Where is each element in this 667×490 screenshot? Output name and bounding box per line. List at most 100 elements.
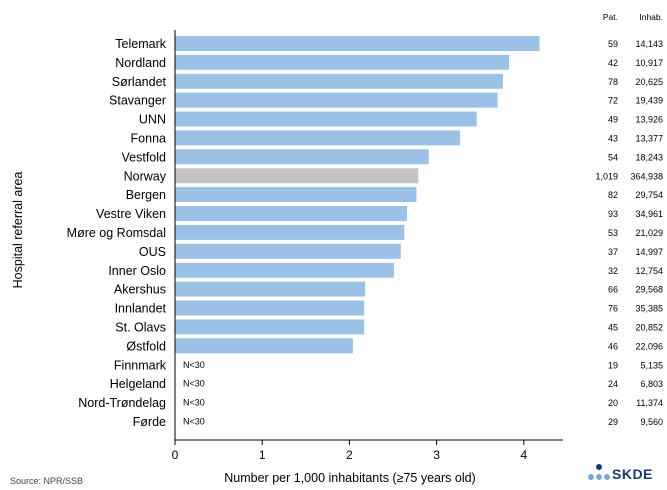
bar-nordland — [175, 54, 509, 70]
bar-bergen — [175, 187, 417, 203]
category-label: UNN — [139, 113, 166, 127]
bar-value-label: N<30 — [183, 360, 205, 370]
x-tick-label: 0 — [172, 448, 179, 462]
dots-icon — [588, 464, 610, 480]
category-label: Norway — [124, 169, 167, 183]
table-cell-inhabitants: 14,997 — [635, 247, 663, 257]
category-label: Akershus — [114, 283, 166, 297]
table-cell-patients: 29 — [608, 417, 618, 427]
table-cell-patients: 72 — [608, 96, 618, 106]
table-cell-patients: 76 — [608, 304, 618, 314]
table-cell-inhabitants: 6,803 — [640, 379, 663, 389]
y-axis-label: Hospital referral area — [11, 172, 25, 289]
source-note: Source: NPR/SSB — [10, 476, 84, 486]
table-cell-patients: 43 — [608, 133, 618, 143]
table-cell-inhabitants: 9,560 — [640, 417, 663, 427]
bar-stavanger — [175, 92, 498, 108]
table-cell-inhabitants: 14,143 — [635, 39, 663, 49]
table-cell-inhabitants: 29,754 — [635, 190, 663, 200]
table-cell-patients: 53 — [608, 228, 618, 238]
table-cell-inhabitants: 20,852 — [635, 322, 663, 332]
category-labels: Telemark Nordland Sørlandet Stavanger UNN Fon… — [67, 37, 167, 429]
bar-inner-oslo — [175, 262, 394, 278]
category-label: Telemark — [115, 37, 166, 51]
category-label: Vestfold — [122, 150, 167, 164]
bar-akershus — [175, 281, 366, 297]
table-cell-inhabitants: 10,917 — [635, 58, 663, 68]
table-cell-patients: 20 — [608, 398, 618, 408]
bar-s-rlandet — [175, 73, 503, 89]
table-cell-inhabitants: 18,243 — [635, 152, 663, 162]
category-label: Inner Oslo — [108, 264, 166, 278]
category-label: Østfold — [126, 339, 166, 353]
bar-value-label: N<30 — [183, 379, 205, 389]
table-cell-inhabitants: 21,029 — [635, 228, 663, 238]
table-cell-patients: 49 — [608, 115, 618, 125]
category-label: Møre og Romsdal — [67, 226, 166, 240]
table-header-inhabitants: Inhab. — [639, 12, 663, 22]
table-cell-inhabitants: 12,754 — [635, 266, 663, 276]
table-cell-patients: 42 — [608, 58, 618, 68]
category-label: Stavanger — [109, 94, 166, 108]
bar-unn — [175, 111, 477, 127]
category-label: Helgeland — [110, 377, 166, 391]
category-label: Vestre Viken — [96, 207, 166, 221]
category-label: Innlandet — [115, 302, 167, 316]
bar-st-olavs — [175, 319, 365, 335]
table-cell-inhabitants: 11,374 — [636, 398, 663, 408]
bar-m-re-og-romsdal — [175, 224, 405, 240]
x-tick-label: 4 — [520, 448, 527, 462]
bar-fonna — [175, 130, 461, 146]
table-cell-patients: 78 — [608, 77, 618, 87]
category-label: Sørlandet — [112, 75, 167, 89]
table-cell-patients: 59 — [608, 39, 618, 49]
table-cell-patients: 32 — [608, 266, 618, 276]
x-tick-label: 2 — [346, 448, 353, 462]
category-label: Fonna — [131, 131, 166, 145]
table-cell-inhabitants: 5,135 — [640, 360, 663, 370]
bar-value-label: N<30 — [183, 416, 205, 426]
x-tick-label: 3 — [433, 448, 440, 462]
table-cell-patients: 93 — [608, 209, 618, 219]
table-cell-patients: 37 — [608, 247, 618, 257]
table-cell-inhabitants: 19,439 — [635, 96, 663, 106]
table-cell-inhabitants: 34,961 — [635, 209, 663, 219]
table-header-patients: Pat. — [603, 12, 618, 22]
table-cell-patients: 54 — [608, 152, 618, 162]
table-cell-patients: 82 — [608, 190, 618, 200]
table-cell-patients: 45 — [608, 322, 618, 332]
category-label: Nordland — [115, 56, 166, 70]
x-tick-label: 1 — [259, 448, 266, 462]
bar-norway — [175, 168, 419, 184]
x-axis-label: Number per 1,000 inhabitants (≥75 years … — [224, 471, 475, 485]
category-label: Nord-Trøndelag — [78, 396, 166, 410]
category-label: Bergen — [126, 188, 166, 202]
bar-vestre-viken — [175, 206, 407, 221]
axes: 0 1 2 3 4 — [172, 30, 563, 462]
table-cell-patients: 24 — [608, 379, 618, 389]
table-cell-patients: 19 — [608, 360, 618, 370]
bar-innlandet — [175, 300, 365, 316]
table-cell-patients: 66 — [608, 285, 618, 295]
table-cell-inhabitants: 20,625 — [635, 77, 663, 87]
category-label: Finnmark — [114, 358, 167, 372]
table-cell-inhabitants: 13,377 — [635, 133, 663, 143]
table-cell-patients: 1,019 — [595, 171, 618, 181]
bar-vestfold — [175, 149, 429, 165]
bar-value-label: N<30 — [183, 398, 205, 408]
bar--stfold — [175, 338, 353, 354]
table-cell-inhabitants: 13,926 — [635, 115, 663, 125]
category-label: OUS — [139, 245, 166, 259]
logo-text: SKDE — [612, 466, 653, 482]
table-cell-inhabitants: 35,385 — [635, 304, 663, 314]
bar-telemark — [175, 36, 540, 51]
skde-logo: SKDE — [586, 461, 664, 485]
table-cell-inhabitants: 29,568 — [635, 285, 663, 295]
table-cell-inhabitants: 364,938 — [630, 171, 663, 181]
bars-layer: N<30 N<30 N<30 N<30 — [175, 36, 540, 426]
data-table: 59 14,143 42 10,917 78 20,625 72 19,439 49 13,926… — [595, 39, 663, 427]
category-label: Førde — [133, 415, 166, 429]
table-cell-patients: 46 — [608, 341, 618, 351]
bar-ous — [175, 243, 401, 259]
